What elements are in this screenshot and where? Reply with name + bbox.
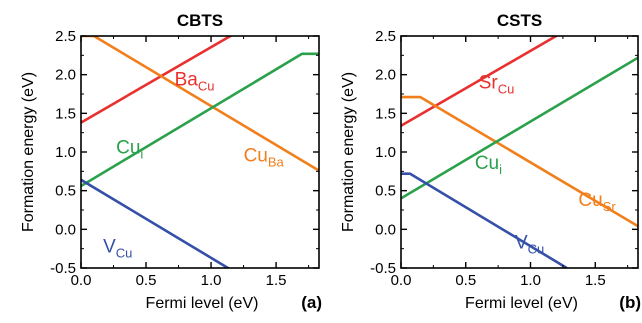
- x-tick-label: 1.5: [266, 272, 287, 289]
- x-axis-label: Fermi level (eV): [146, 295, 259, 312]
- y-tick-label: 2.5: [375, 28, 396, 45]
- y-tick-label: 2.5: [55, 28, 76, 45]
- panel-label: (b): [619, 293, 641, 312]
- series-annotation: VCu: [515, 233, 544, 257]
- x-tick-label: 1.0: [201, 272, 222, 289]
- y-tick-label: 1.5: [55, 105, 76, 122]
- chart-cbts: -0.50.00.51.01.52.02.50.0 0.5 1.0 1.5CBTSFe…: [20, 11, 322, 312]
- series-line-4: [401, 172, 568, 268]
- series-annotation: Cui: [475, 153, 502, 177]
- y-tick-label: 0.5: [375, 183, 396, 200]
- x-tick-label: 0.0: [71, 272, 92, 289]
- chart-title: CBTS: [177, 11, 223, 30]
- y-axis-label: Formation energy (eV): [340, 72, 357, 232]
- y-axis-label: Formation energy (eV): [20, 72, 37, 232]
- x-tick-label: 0.5: [136, 272, 157, 289]
- series-annotation: CuSr: [578, 190, 616, 214]
- y-tick-label: 1.0: [375, 144, 396, 161]
- series-line-2: [81, 36, 319, 172]
- y-tick-label: 2.0: [55, 67, 76, 84]
- series-annotation: BaCu: [175, 69, 215, 93]
- x-tick-label: 0.5: [455, 272, 476, 289]
- x-tick-label: 1.5: [585, 272, 606, 289]
- series-line-4: [81, 178, 231, 268]
- panel-label: (a): [301, 293, 322, 312]
- y-tick-label: -0.5: [370, 260, 396, 277]
- series-annotation: CuBa: [244, 145, 285, 169]
- series-annotation: Cui: [116, 138, 143, 162]
- y-tick-label: 2.0: [375, 67, 396, 84]
- series-line-1: [81, 36, 233, 124]
- y-tick-label: -0.5: [50, 260, 76, 277]
- series-line-3: [401, 56, 638, 200]
- series-line-1: [401, 36, 559, 127]
- y-tick-label: 1.5: [375, 105, 396, 122]
- y-tick-label: 0.0: [375, 221, 396, 238]
- series-line-3: [81, 52, 319, 188]
- series-annotation: VCu: [103, 237, 132, 261]
- chart-csts: -0.50.00.51.01.52.02.50.0 0.5 1.0 1.5CSTSFe…: [340, 11, 641, 312]
- chart-title: CSTS: [497, 11, 542, 30]
- x-tick-label: 1.0: [520, 272, 541, 289]
- y-tick-label: 0.0: [55, 221, 76, 238]
- series-annotation: SrCu: [479, 73, 515, 97]
- y-tick-label: 1.0: [55, 144, 76, 161]
- x-axis-label: Fermi level (eV): [465, 295, 578, 312]
- x-tick-label: 0.0: [391, 272, 412, 289]
- series-line-2: [401, 95, 638, 228]
- y-tick-label: 0.5: [55, 183, 76, 200]
